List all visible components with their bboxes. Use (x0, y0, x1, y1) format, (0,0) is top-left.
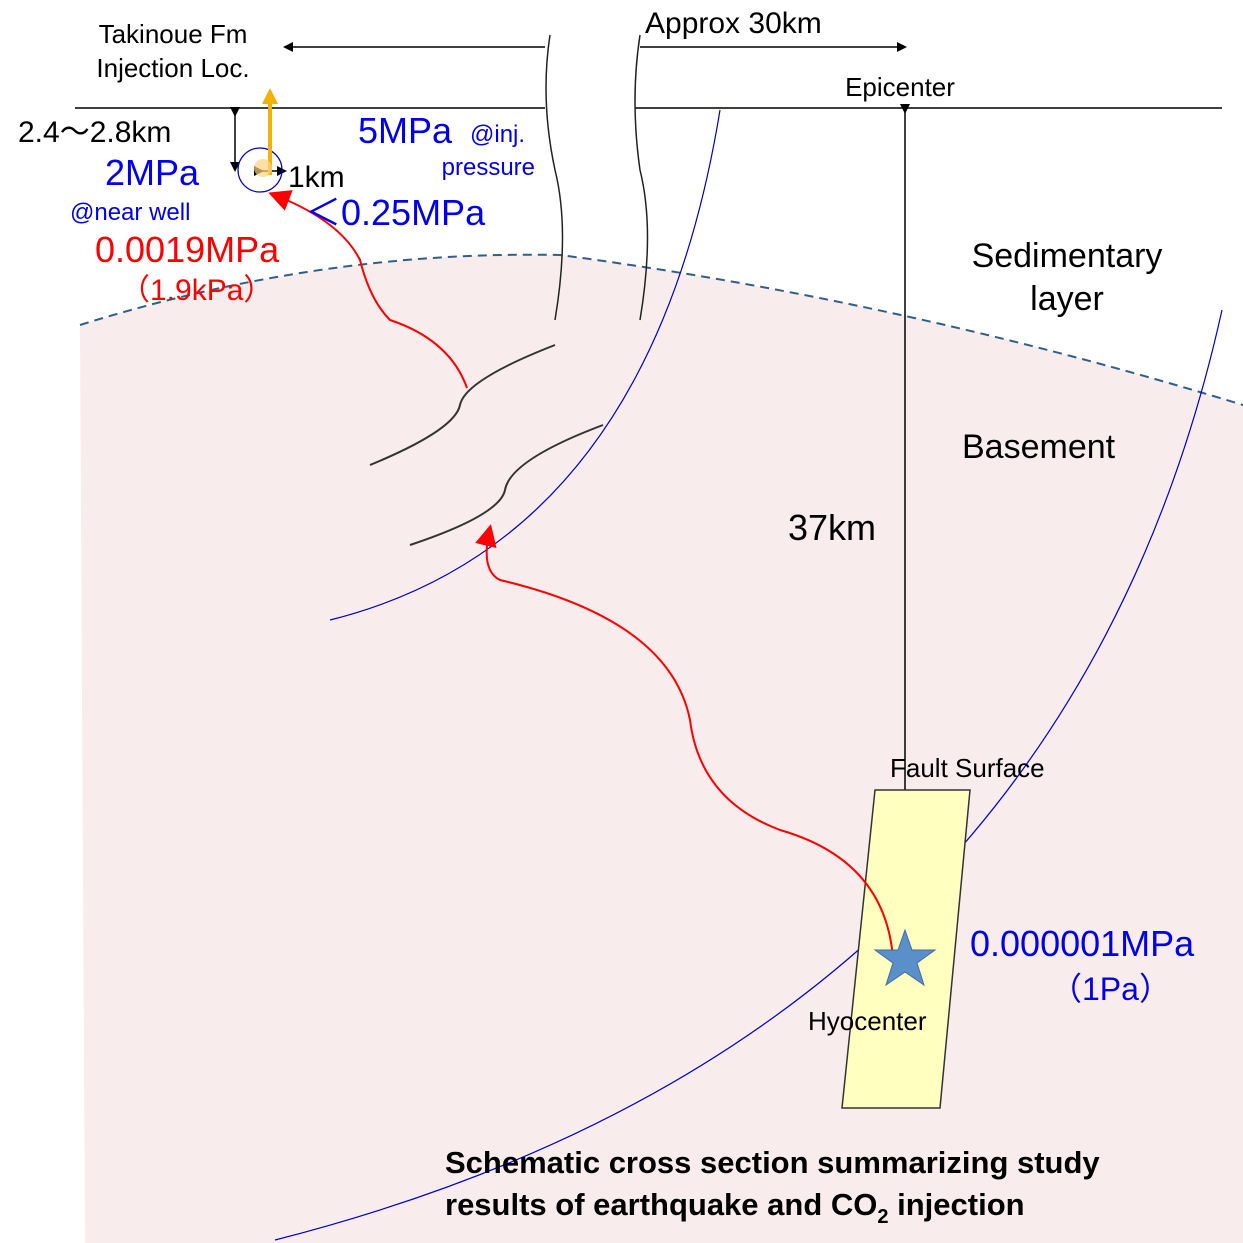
label: （1.9kPa） (120, 274, 273, 307)
label: Injection Loc. (96, 53, 249, 83)
caption-part: results of earthquake and CO (445, 1187, 877, 1222)
label: @near well (70, 199, 190, 226)
label: Approx 30km (645, 7, 822, 40)
caption: Schematic cross section summarizing stud… (445, 1145, 1100, 1180)
injection-point (254, 159, 272, 177)
label: pressure (442, 154, 535, 181)
caption: results of earthquake and CO2 injection (445, 1187, 1025, 1228)
label: Epicenter (845, 72, 955, 102)
label: 0.000001MPa (970, 923, 1195, 964)
label: Fault Surface (890, 753, 1045, 783)
caption-part: injection (889, 1187, 1025, 1222)
label: Sedimentary (972, 237, 1163, 275)
label: Basement (962, 428, 1116, 466)
basement-area (80, 255, 1243, 1243)
label: 2.4～2.8km (18, 116, 171, 149)
label: 0.0019MPa (95, 229, 280, 270)
label: 2MPa (105, 152, 200, 193)
caption-sub: 2 (877, 1206, 888, 1228)
label: 37km (788, 507, 876, 548)
label: 5MPa (358, 110, 453, 151)
label: ＜0.25MPa (305, 192, 486, 233)
label: layer (1030, 280, 1104, 318)
label: 1km (288, 161, 345, 194)
diagram: Takinoue Fm Injection Loc. Approx 30km E… (0, 0, 1243, 1243)
label: （1Pa） (1050, 971, 1171, 1007)
label: Hyocenter (808, 1006, 927, 1036)
label: Takinoue Fm (99, 19, 248, 49)
label: @inj. (470, 121, 525, 148)
